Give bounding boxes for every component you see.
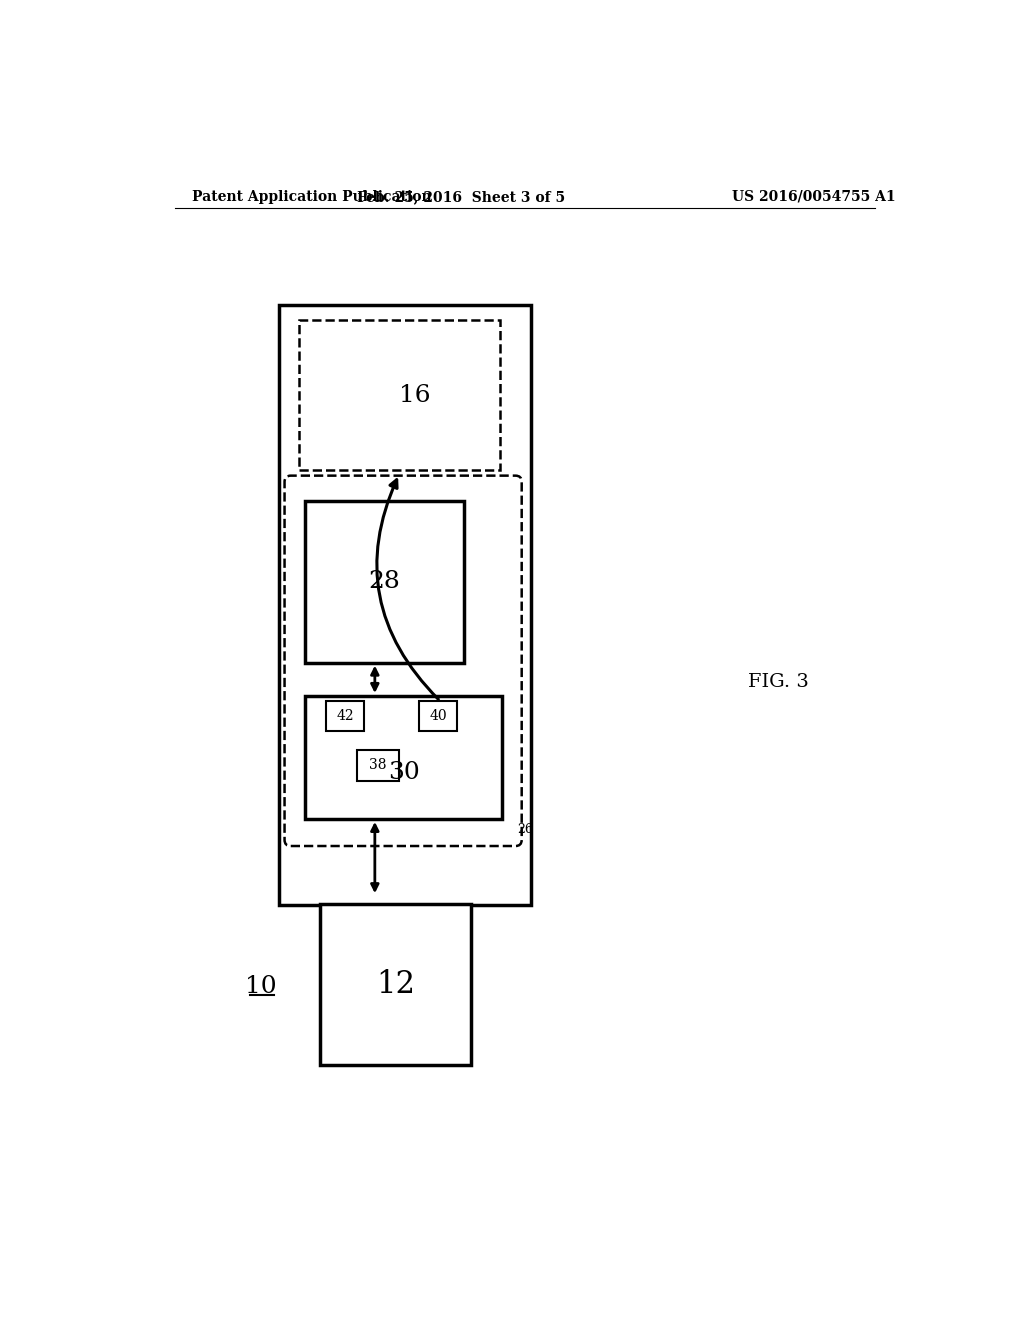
FancyBboxPatch shape [285, 475, 521, 846]
Bar [280, 305, 531, 906]
Text: FIG. 3: FIG. 3 [748, 673, 809, 690]
Text: Feb. 25, 2016  Sheet 3 of 5: Feb. 25, 2016 Sheet 3 of 5 [357, 190, 565, 203]
Text: 38: 38 [370, 758, 387, 772]
Text: 28: 28 [369, 570, 400, 594]
Bar [305, 502, 464, 663]
Text: 16: 16 [399, 384, 430, 407]
Text: 26: 26 [517, 822, 532, 836]
Bar [321, 904, 471, 1065]
Bar [356, 750, 399, 780]
Text: 42: 42 [336, 709, 354, 723]
Text: 30: 30 [388, 762, 420, 784]
Text: 12: 12 [376, 969, 416, 1001]
Text: 10: 10 [246, 974, 278, 998]
Bar [326, 701, 365, 730]
Bar [305, 696, 503, 818]
Text: Patent Application Publication: Patent Application Publication [191, 190, 431, 203]
Bar [299, 321, 500, 470]
Text: US 2016/0054755 A1: US 2016/0054755 A1 [732, 190, 896, 203]
Text: 40: 40 [429, 709, 446, 723]
Bar [419, 701, 458, 730]
